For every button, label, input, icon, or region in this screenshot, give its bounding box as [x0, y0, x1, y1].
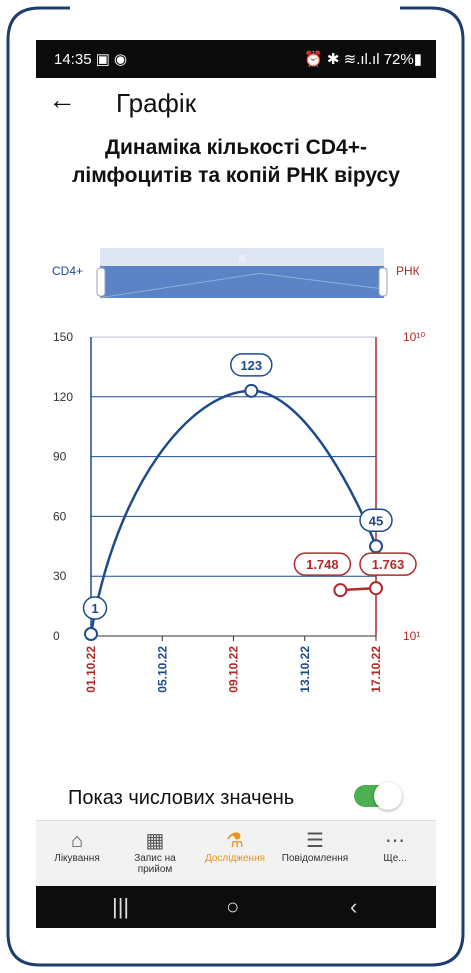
cd4-point — [244, 383, 259, 398]
x-tick-label: 13.10.22 — [298, 646, 312, 693]
bottom-navigation: ⌂ Лікування ▦ Запис на прийом ⚗ Дослідже… — [36, 820, 436, 887]
nav-item-messages[interactable]: ☰ Повідомлення — [276, 829, 354, 864]
navigator-left-handle — [96, 267, 106, 297]
cd4-data-label: 123 — [240, 358, 262, 373]
rna-data-label-bubble — [293, 552, 352, 576]
home-button-icon[interactable]: ○ — [226, 894, 240, 919]
rna-point — [369, 581, 383, 596]
status-time: 14:35 ▣ ◉ — [54, 51, 128, 68]
x-tick-label: 01.10.22 — [84, 646, 98, 693]
nav-label: Лікування — [54, 853, 100, 864]
toggle-label: Показ числових значень — [68, 787, 295, 809]
navigator-track — [100, 248, 384, 266]
y-tick-label: 0 — [53, 629, 60, 643]
rna-data-label: 1.748 — [306, 557, 339, 572]
cd4-point — [84, 627, 98, 642]
navigator-grip-icon: ||| — [239, 254, 245, 263]
page-title: Графік — [116, 88, 197, 118]
y2-tick-label: 10¹ — [403, 629, 420, 643]
navigator-preview-line — [99, 272, 385, 299]
navigator-right-handle — [378, 267, 388, 297]
rna-data-label-bubble — [359, 552, 417, 576]
show-values-toggle[interactable] — [354, 782, 402, 810]
cd4-data-label: 1 — [91, 601, 98, 616]
chart-title-line-2: лімфоцитів та копій РНК вірусу — [72, 164, 400, 187]
nav-label: Запис на прийом — [134, 853, 176, 875]
back-arrow-icon[interactable]: ← — [48, 84, 76, 115]
y-tick-label: 90 — [53, 450, 67, 464]
nav-item-treatment[interactable]: ⌂ Лікування — [38, 829, 116, 864]
status-bar: 14:35 ▣ ◉ ⏰ ✱ ≋.ıl.ıl 72%▮ — [36, 40, 436, 78]
nav-label: Ще... — [383, 853, 407, 864]
cd4-data-label: 45 — [369, 513, 383, 528]
x-tick-label: 09.10.22 — [227, 646, 241, 693]
nav-item-appointment[interactable]: ▦ Запис на прийом — [116, 829, 194, 875]
cd4-point — [369, 539, 383, 554]
back-button-icon[interactable]: ‹ — [350, 894, 358, 919]
navigator-window — [100, 266, 384, 298]
cd4-data-label-bubble — [230, 353, 273, 377]
y2-tick-label: 10¹⁰ — [403, 330, 425, 344]
x-tick-label: 05.10.22 — [155, 646, 169, 693]
app-bar: ← Графік — [36, 78, 436, 130]
system-navigation-bar: ||| ○ ‹ — [36, 886, 436, 928]
chart-title: Динаміка кількості CD4+- лімфоцитів та к… — [36, 134, 436, 190]
y-tick-label: 120 — [53, 390, 73, 404]
y-tick-label: 60 — [53, 509, 67, 523]
y-tick-label: 150 — [53, 330, 73, 344]
series-cd4-line — [89, 389, 378, 635]
home-icon: ⌂ — [70, 830, 84, 852]
nav-item-more[interactable]: ⋯ Ще... — [356, 829, 434, 864]
message-icon: ☰ — [306, 830, 324, 852]
chart-title-line-1: Динаміка кількості CD4+- — [105, 136, 367, 159]
y-tick-label: 30 — [53, 569, 67, 583]
nav-label: Повідомлення — [281, 853, 349, 864]
flask-icon: ⚗ — [226, 830, 244, 852]
cd4-data-label-bubble — [359, 508, 393, 533]
nav-item-research[interactable]: ⚗ Дослідження — [196, 829, 274, 864]
left-axis-label: CD4+ — [52, 264, 83, 278]
toggle-knob — [374, 782, 402, 810]
nav-label: Дослідження — [204, 853, 266, 864]
right-axis-label: РНК — [396, 264, 420, 278]
calendar-icon: ▦ — [145, 830, 165, 852]
x-tick-label: 17.10.22 — [369, 646, 383, 693]
more-icon: ⋯ — [385, 830, 405, 852]
status-indicators: ⏰ ✱ ≋.ıl.ıl 72%▮ — [304, 51, 422, 68]
cd4-data-label-bubble — [82, 596, 108, 620]
phone-screen: 14:35 ▣ ◉ ⏰ ✱ ≋.ıl.ıl 72%▮ ← Графік Дина… — [36, 40, 436, 928]
recent-apps-icon[interactable]: ||| — [112, 894, 130, 919]
chart: ||| CD4+ РНК 150 120 90 60 30 0 10¹⁰ 10¹ 01.10.22 05… — [52, 248, 425, 693]
rna-data-label: 1.763 — [372, 557, 405, 572]
rna-point — [333, 583, 348, 598]
